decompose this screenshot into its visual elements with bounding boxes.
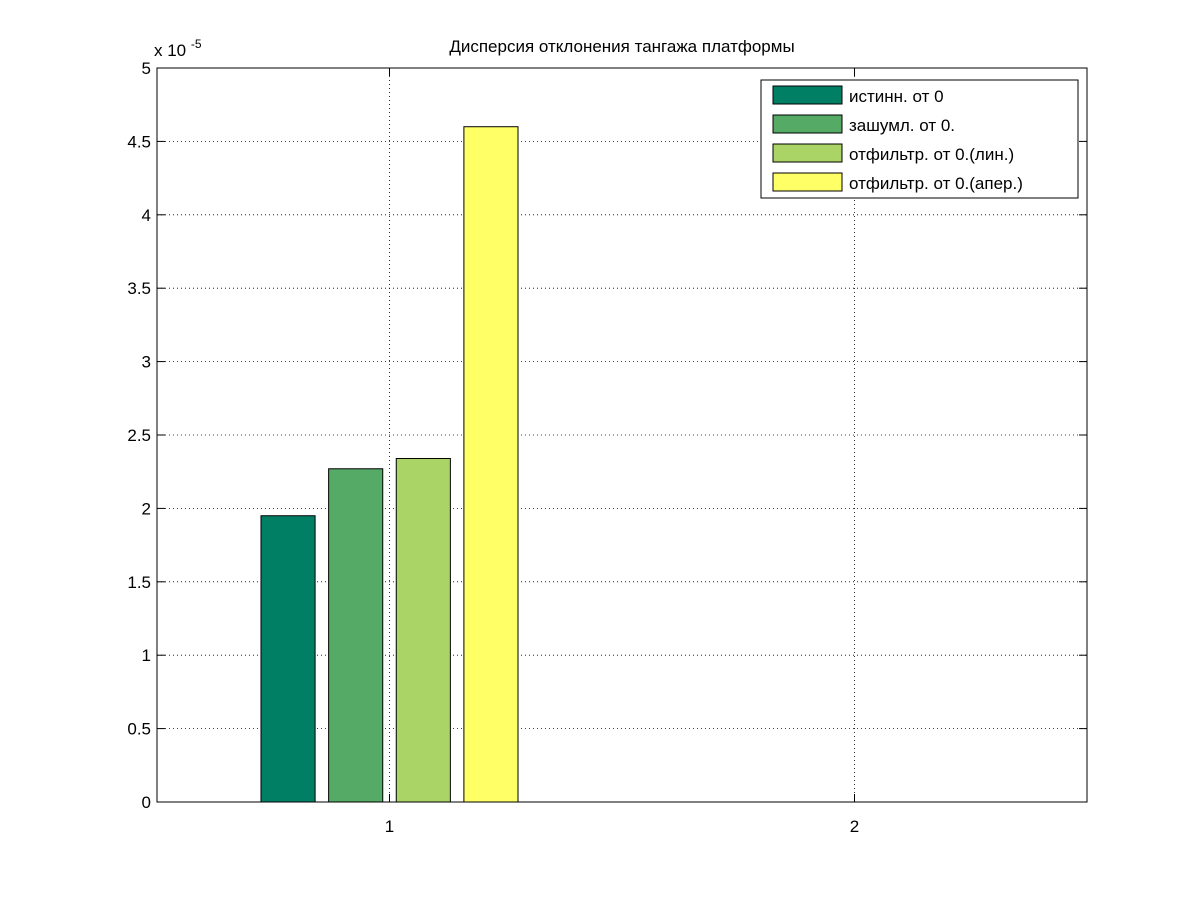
legend-label: отфильтр. от 0.(лин.) (849, 145, 1014, 164)
bar-series-4-cat-1 (463, 126, 519, 803)
legend-swatch (772, 172, 843, 192)
x-tick-label: 2 (850, 817, 859, 836)
y-exponent-power: -5 (191, 37, 202, 51)
y-tick-label: 3 (142, 353, 151, 372)
grid-layer (157, 68, 1087, 802)
y-tick-label: 2 (142, 499, 151, 518)
legend-label: зашумл. от 0. (849, 116, 955, 135)
y-tick-label: 5 (142, 59, 151, 78)
y-tick-label: 3.5 (127, 279, 151, 298)
y-tick-label: 0.5 (127, 720, 151, 739)
bar-series-1-cat-1 (260, 515, 316, 803)
ticks-layer: 0 0.5 1 1.5 2 2.5 3 3.5 4 4.5 5 1 2 (127, 59, 1087, 836)
chart-title: Дисперсия отклонения тангажа платформы (449, 37, 794, 56)
bar-series-3-cat-1 (395, 457, 451, 803)
y-tick-label: 4.5 (127, 132, 151, 151)
y-tick-label: 1.5 (127, 573, 151, 592)
x-tick-label: 1 (385, 817, 394, 836)
legend: истинн. от 0 зашумл. от 0. отфильтр. от 0.… (760, 79, 1079, 199)
bars-layer (260, 126, 519, 803)
y-tick-label: 2.5 (127, 426, 151, 445)
bar-series-2-cat-1 (328, 468, 384, 803)
legend-swatch (772, 143, 843, 163)
legend-label: отфильтр. от 0.(апер.) (849, 174, 1023, 193)
y-axis-exponent-label: x 10 -5 (154, 37, 202, 60)
legend-swatch (772, 85, 843, 105)
y-tick-label: 0 (142, 793, 151, 812)
y-exponent-base: x 10 (154, 41, 186, 60)
legend-swatch (772, 114, 843, 134)
y-tick-label: 4 (142, 206, 151, 225)
legend-label: истинн. от 0 (849, 87, 944, 106)
y-tick-label: 1 (142, 646, 151, 665)
